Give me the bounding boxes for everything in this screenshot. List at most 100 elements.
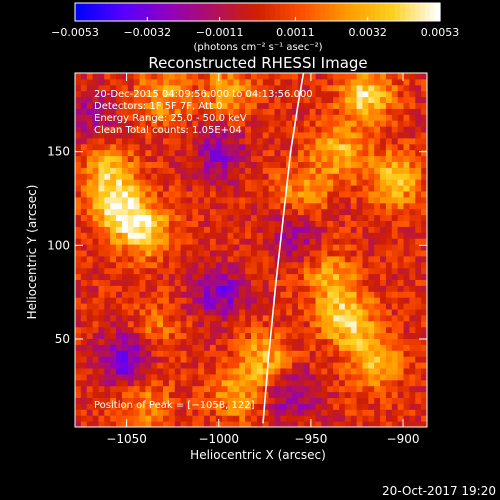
heatmap-cell (163, 250, 170, 257)
heatmap-cell (280, 161, 287, 168)
heatmap-cell (403, 108, 410, 115)
heatmap-cell (297, 155, 305, 162)
heatmap-cell (245, 356, 252, 363)
heatmap-cell (297, 255, 305, 263)
heatmap-cell (186, 261, 193, 269)
heatmap-cell (339, 344, 346, 351)
heatmap-cell (98, 267, 105, 275)
heatmap-cell (139, 173, 146, 180)
heatmap-cell (315, 250, 322, 257)
heatmap-cell (80, 202, 88, 210)
heatmap-cell (274, 185, 281, 192)
heatmap-cell (421, 96, 428, 103)
heatmap-cell (239, 137, 246, 145)
heatmap-cell (104, 208, 111, 216)
heatmap-cell (110, 149, 117, 157)
heatmap-cell (303, 320, 311, 328)
heatmap-cell (86, 297, 94, 304)
heatmap-cell (321, 96, 328, 103)
heatmap-cell (98, 285, 105, 292)
heatmap-cell (239, 143, 246, 151)
heatmap-cell (139, 415, 146, 422)
heatmap-cell (75, 332, 82, 339)
heatmap-cell (121, 285, 129, 292)
heatmap-cell (233, 391, 240, 398)
heatmap-cell (127, 338, 135, 345)
heatmap-cell (391, 403, 399, 410)
heatmap-cell (409, 415, 416, 422)
colorbar-swatch (345, 3, 351, 21)
heatmap-cell (133, 326, 141, 334)
heatmap-cell (321, 108, 328, 115)
heatmap-cell (403, 120, 410, 127)
heatmap-cell (75, 362, 82, 369)
heatmap-cell (391, 102, 399, 109)
heatmap-cell (174, 167, 182, 174)
heatmap-cell (391, 238, 399, 245)
heatmap-cell (151, 273, 158, 280)
heatmap-cell (403, 185, 410, 192)
heatmap-cell (344, 273, 352, 280)
heatmap-cell (221, 161, 229, 168)
heatmap-cell (421, 185, 428, 192)
heatmap-cell (98, 173, 105, 180)
heatmap-cell (198, 267, 205, 275)
heatmap-cell (221, 167, 229, 174)
heatmap-cell (121, 244, 129, 251)
heatmap-cell (151, 73, 158, 80)
heatmap-cell (292, 232, 299, 239)
heatmap-cell (157, 391, 164, 398)
heatmap-cell (251, 344, 258, 351)
heatmap-cell (98, 196, 105, 204)
heatmap-cell (180, 314, 187, 322)
heatmap-cell (339, 250, 346, 257)
heatmap-cell (391, 226, 399, 233)
heatmap-cell (75, 149, 82, 157)
heatmap-cell (409, 149, 416, 157)
heatmap-cell (333, 273, 340, 280)
heatmap-cell (268, 409, 275, 416)
heatmap-cell (286, 338, 293, 345)
heatmap-cell (192, 78, 199, 86)
heatmap-cell (262, 338, 270, 345)
heatmap-cell (163, 96, 170, 103)
heatmap-cell (209, 73, 217, 80)
heatmap-cell (221, 291, 229, 298)
heatmap-cell (168, 185, 176, 192)
heatmap-cell (368, 356, 375, 363)
heatmap-cell (110, 226, 117, 233)
heatmap-cell (344, 338, 352, 345)
heatmap-cell (391, 279, 399, 286)
heatmap-cell (321, 409, 328, 416)
heatmap-cell (356, 226, 363, 233)
heatmap-cell (98, 238, 105, 245)
heatmap-cell (251, 78, 258, 86)
colorbar-swatch (200, 3, 206, 21)
heatmap-cell (339, 73, 346, 80)
heatmap-cell (268, 137, 275, 145)
heatmap-cell (409, 344, 416, 351)
heatmap-cell (256, 143, 264, 151)
heatmap-cell (104, 273, 111, 280)
heatmap-cell (174, 84, 182, 92)
heatmap-cell (350, 291, 358, 298)
heatmap-cell (127, 403, 135, 410)
heatmap-cell (262, 403, 270, 410)
heatmap-cell (145, 202, 152, 210)
heatmap-cell (186, 238, 193, 245)
heatmap-cell (309, 167, 317, 174)
heatmap-cell (421, 368, 428, 375)
heatmap-cell (239, 73, 246, 80)
heatmap-cell (98, 356, 105, 363)
heatmap-cell (309, 303, 317, 310)
heatmap-cell (110, 232, 117, 239)
heatmap-cell (385, 90, 393, 98)
heatmap-cell (286, 391, 293, 398)
heatmap-cell (92, 379, 99, 387)
heatmap-cell (98, 250, 105, 257)
heatmap-cell (327, 338, 334, 345)
heatmap-cell (192, 320, 199, 328)
heatmap-cell (391, 291, 399, 298)
heatmap-cell (75, 96, 82, 103)
heatmap-cell (415, 155, 422, 162)
